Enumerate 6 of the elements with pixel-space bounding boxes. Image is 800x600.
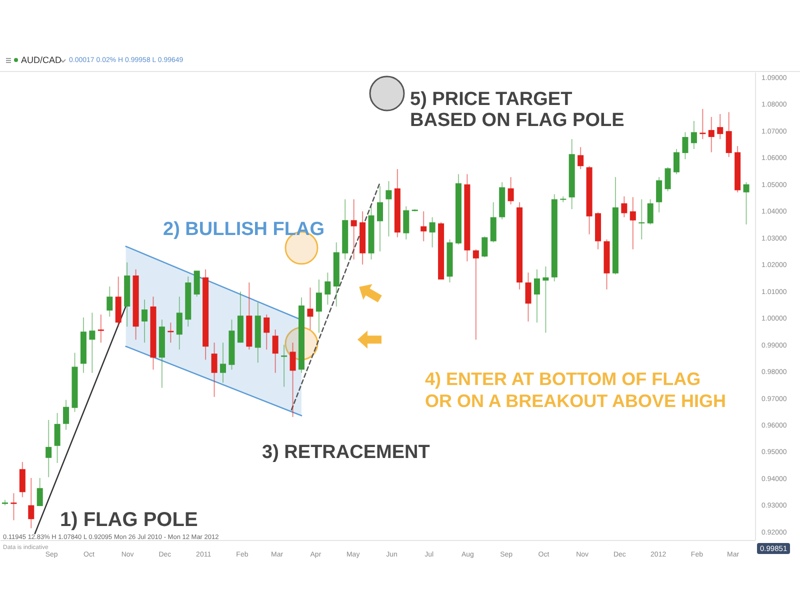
- annotation: 3) RETRACEMENT: [262, 442, 430, 464]
- annotation: 1) FLAG POLE: [60, 509, 198, 532]
- annotation: 5) PRICE TARGET BASED ON FLAG POLE: [410, 89, 624, 131]
- annotation: 4) ENTER AT BOTTOM OF FLAG OR ON A BREAKOUT ABOVE HIGH: [425, 368, 726, 412]
- chart-title: AUD/CAD: [21, 55, 62, 65]
- annotation: 2) BULLISH FLAG: [163, 219, 324, 241]
